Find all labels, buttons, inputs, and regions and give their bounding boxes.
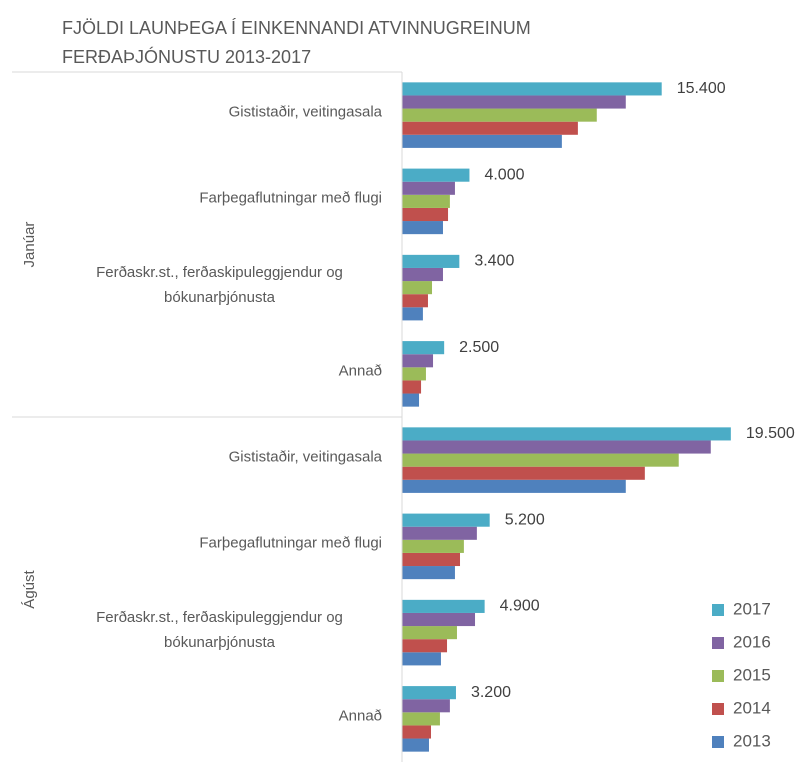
data-label: 4.900 <box>500 598 540 615</box>
bar <box>402 652 441 666</box>
data-label: 4.000 <box>484 166 524 183</box>
bar <box>402 440 711 454</box>
bar <box>402 380 422 394</box>
bar <box>402 539 464 553</box>
category-label: Annað <box>338 707 382 725</box>
category-label: Gististaðir, veitingasala <box>228 103 382 121</box>
legend-label: 2013 <box>733 731 771 750</box>
legend-swatch <box>712 703 724 715</box>
bar <box>402 738 429 752</box>
bar <box>402 294 428 308</box>
data-label: 2.500 <box>459 339 499 356</box>
bar <box>402 108 597 122</box>
bar <box>402 427 731 441</box>
bar <box>402 82 662 96</box>
data-label: 15.400 <box>677 80 726 97</box>
category-label: Farþegaflutningar með flugi <box>199 189 382 207</box>
bar <box>402 599 485 613</box>
data-label: 3.400 <box>474 253 514 270</box>
legend-swatch <box>712 604 724 616</box>
bar <box>402 281 433 295</box>
bar <box>402 612 476 627</box>
bar <box>402 121 578 135</box>
bar <box>402 513 490 527</box>
legend-label: 2016 <box>733 632 771 651</box>
bar <box>402 367 426 381</box>
bar <box>402 181 455 195</box>
bar <box>402 552 461 567</box>
bar <box>402 466 645 480</box>
bar <box>402 725 432 739</box>
legend-swatch <box>712 670 724 682</box>
bar <box>402 453 679 467</box>
group-label: Ágúst <box>21 569 38 608</box>
category-label: Annað <box>338 362 382 380</box>
bar <box>402 221 443 235</box>
bar <box>402 526 477 540</box>
bar <box>402 686 456 700</box>
bar <box>402 168 470 182</box>
data-label: 5.200 <box>505 511 545 528</box>
category-label: Farþegaflutningar með flugi <box>199 534 382 552</box>
legend-label: 2014 <box>733 698 771 717</box>
bar <box>402 341 445 355</box>
bar <box>402 354 434 368</box>
category-label: Ferðaskr.st., ferðaskipuleggjendur og bó… <box>96 263 343 306</box>
bar <box>402 207 449 222</box>
group-label: Janúar <box>21 222 38 268</box>
bar <box>402 479 626 493</box>
category-label: Gististaðir, veitingasala <box>228 448 382 466</box>
legend-swatch <box>712 736 724 748</box>
category-label: Ferðaskr.st., ferðaskipuleggjendur og bó… <box>96 608 343 651</box>
legend-swatch <box>712 637 724 649</box>
bar <box>402 267 443 282</box>
data-label: 19.500 <box>746 425 795 442</box>
bar <box>402 712 440 726</box>
bar <box>402 194 450 208</box>
bar <box>402 95 626 109</box>
bar <box>402 566 455 580</box>
chart-title: FJÖLDI LAUNÞEGA Í EINKENNANDI ATVINNUGRE… <box>62 18 531 67</box>
bar <box>402 134 562 148</box>
bar <box>402 393 420 407</box>
bar <box>402 254 460 268</box>
bar <box>402 626 457 640</box>
legend-label: 2017 <box>733 599 771 618</box>
data-label: 3.200 <box>471 684 511 701</box>
bar <box>402 307 423 321</box>
bar <box>402 639 448 653</box>
bar <box>402 699 450 713</box>
legend-label: 2015 <box>733 665 771 684</box>
